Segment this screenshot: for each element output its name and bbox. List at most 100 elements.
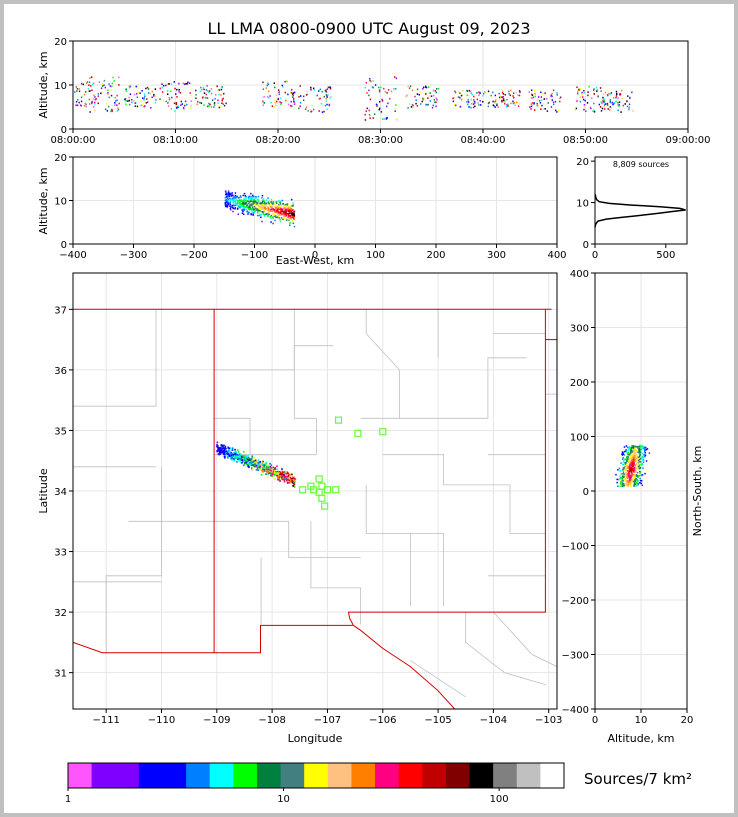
ew-source	[235, 199, 238, 201]
ns-source	[636, 459, 639, 462]
time-height-source	[206, 85, 208, 87]
time-height-source	[306, 90, 309, 93]
time-height-source	[504, 93, 506, 96]
map-source	[223, 455, 226, 458]
ns-source	[619, 469, 622, 472]
time-height-source	[530, 108, 532, 110]
ew-source	[232, 194, 234, 197]
ns-source	[641, 446, 644, 449]
time-height-source	[365, 81, 368, 84]
ew-source	[226, 197, 229, 200]
county-border	[360, 309, 400, 419]
ew-source	[264, 204, 267, 206]
ns-source	[635, 463, 638, 466]
time-height-source	[326, 96, 328, 98]
time-height-source	[487, 105, 490, 108]
ns-source	[640, 464, 642, 466]
map-source	[289, 478, 292, 480]
ns-source	[637, 482, 640, 485]
time-height-source	[265, 87, 267, 89]
ns-source	[631, 455, 634, 457]
map-source	[250, 461, 253, 463]
time-height-source	[612, 103, 614, 106]
ns-source	[626, 480, 629, 482]
ew-source	[284, 215, 287, 217]
ew-source	[249, 197, 252, 199]
ns-source	[632, 445, 635, 448]
ew-source	[253, 199, 256, 201]
ns-source	[625, 461, 627, 464]
time-height-source	[275, 94, 278, 97]
map-source	[281, 468, 283, 470]
map-source	[253, 457, 255, 459]
time-height-source	[428, 86, 430, 88]
ns-source	[617, 478, 619, 481]
time-height-source	[273, 82, 275, 85]
county-border	[73, 309, 157, 407]
ew-source	[232, 206, 234, 209]
ns-source	[625, 475, 628, 477]
ns-source	[639, 452, 642, 454]
time-height-source	[519, 91, 521, 93]
altitude-tick-label: 20	[681, 715, 694, 726]
latitude-tick-label: 37	[54, 305, 67, 316]
ns-source	[628, 453, 630, 456]
lma-station-marker	[315, 475, 323, 483]
time-height-source	[302, 99, 305, 102]
map-source	[237, 456, 240, 459]
time-height-source	[583, 92, 586, 94]
east-west-xlabel: East-West, km	[276, 254, 354, 267]
time-height-source	[603, 104, 606, 106]
time-height-source	[432, 104, 434, 107]
ew-source	[285, 211, 288, 213]
time-height-source	[531, 97, 533, 99]
map-source	[247, 464, 250, 467]
ew-source	[288, 205, 291, 208]
ns-source	[634, 471, 637, 473]
ns-source	[641, 463, 644, 466]
ew-source	[277, 210, 279, 213]
ew-source	[282, 202, 284, 205]
ew-source	[291, 220, 294, 222]
time-height-source	[478, 94, 480, 97]
map-source	[287, 477, 289, 479]
ew-source	[269, 210, 271, 212]
time-height-source	[559, 97, 561, 100]
time-height-source	[551, 95, 553, 98]
ew-source	[224, 199, 227, 202]
time-height-source	[93, 103, 96, 105]
time-height-source	[128, 86, 131, 89]
ns-source	[631, 446, 634, 449]
ns-source	[637, 468, 639, 470]
time-height-source	[504, 100, 506, 102]
time-height-source	[574, 109, 577, 112]
time-height-source	[326, 94, 328, 97]
time-height-source	[217, 99, 219, 102]
time-tick-label: 09:00:00	[666, 135, 711, 146]
ns-source	[639, 446, 641, 448]
map-source	[251, 461, 254, 464]
time-height-source	[168, 96, 170, 99]
ns-source	[629, 465, 631, 467]
map-source	[266, 464, 269, 467]
time-height-source	[273, 106, 276, 108]
time-height-source	[328, 86, 330, 89]
ew-source	[241, 204, 244, 207]
ew-source	[279, 211, 282, 214]
ew-source	[270, 210, 272, 212]
ew-source	[235, 197, 237, 199]
ew-source	[224, 202, 227, 205]
map-source	[254, 459, 257, 462]
map-source	[279, 473, 282, 475]
time-height-source	[292, 93, 294, 95]
map-source	[285, 470, 288, 473]
ns-source	[625, 456, 628, 458]
ns-source	[632, 454, 635, 457]
map-source	[265, 466, 268, 468]
time-height-source	[195, 94, 197, 96]
time-height-source	[512, 92, 515, 95]
time-height-source	[223, 104, 226, 107]
ns-source	[641, 456, 643, 459]
ns-source	[629, 481, 631, 484]
map-source	[273, 473, 276, 475]
